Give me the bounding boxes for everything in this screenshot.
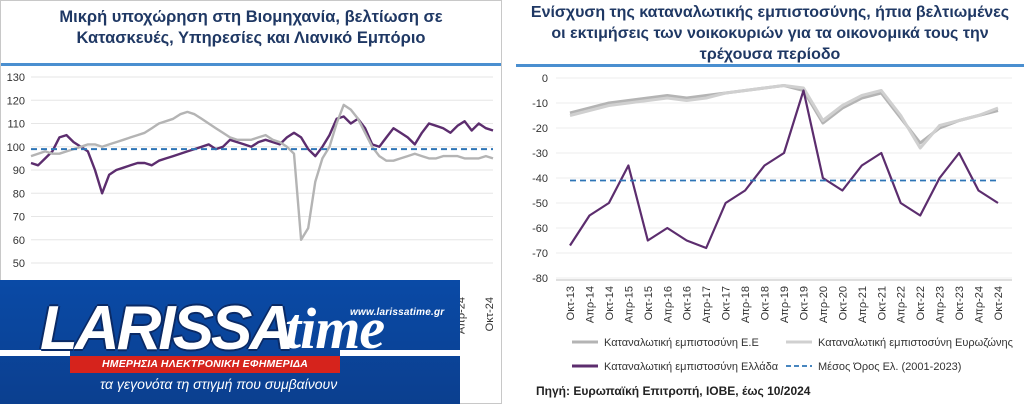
right-x-tick-label: Απρ-23 <box>935 286 947 323</box>
right-x-tick-label: Απρ-15 <box>623 286 635 323</box>
right-chart-panel: Ενίσχυση της καταναλωτικής εμπιστοσύνης,… <box>516 0 1024 404</box>
right-x-tick-label: Οκτ-21 <box>876 286 888 320</box>
right-y-tick-label: -80 <box>532 273 548 285</box>
right-y-tick-label: -30 <box>532 148 548 160</box>
left-y-tick-label: 70 <box>13 212 25 224</box>
right-x-tick-label: Απρ-22 <box>896 286 908 323</box>
legend-label-3: Μέσος Όρος Ελ. (2001-2023) <box>818 361 961 373</box>
right-series-line-2 <box>569 89 999 250</box>
right-x-tick-label: Απρ-21 <box>857 286 869 323</box>
left-y-tick-label: 90 <box>13 165 25 177</box>
right-x-tick-label: Οκτ-13 <box>565 286 577 320</box>
right-x-tick-label: Απρ-20 <box>818 286 830 323</box>
right-x-tick-label: Απρ-14 <box>584 286 596 323</box>
right-x-tick-label: Απρ-18 <box>740 286 752 323</box>
right-x-tick-label: Απρ-19 <box>779 286 791 323</box>
left-title-rule <box>1 63 501 66</box>
legend-label-2: Καταναλωτική εμπιστοσύνη Ελλάδα <box>604 361 779 373</box>
right-x-tick-label: Οκτ-14 <box>604 286 616 320</box>
right-x-tick-label: Απρ-24 <box>974 286 986 323</box>
source-note: Πηγή: Ευρωπαϊκή Επιτροπή, ΙΟΒΕ, έως 10/2… <box>536 384 811 398</box>
larissatime-logo: LARISSA time www.larissatime.gr ΗΜΕΡΗΣΙΑ… <box>0 280 460 404</box>
logo-wordmark: LARISSA <box>40 294 294 363</box>
left-x-tick-label: Οκτ-24 <box>484 297 496 331</box>
logo-red-band: ΗΜΕΡΗΣΙΑ ΗΛΕΚΤΡΟΝΙΚΗ ΕΦΗΜΕΡΙΔΑ <box>70 356 340 373</box>
right-x-tick-label: Οκτ-19 <box>798 286 810 320</box>
legend-label-1: Καταναλωτική εμπιστοσύνη Ευρωζώνης <box>818 337 1013 349</box>
logo-stripe-right <box>340 350 460 356</box>
right-y-tick-label: -10 <box>532 98 548 110</box>
left-y-tick-label: 130 <box>7 72 25 84</box>
logo-time-word: time <box>285 296 385 361</box>
right-x-tick-label: Οκτ-23 <box>954 286 966 320</box>
right-y-tick-label: -20 <box>532 123 548 135</box>
right-x-tick-label: Απρ-17 <box>701 286 713 323</box>
left-series-line-0 <box>30 115 494 195</box>
right-y-tick-label: -60 <box>532 223 548 235</box>
left-y-tick-label: 60 <box>13 235 25 247</box>
legend-label-0: Καταναλωτική εμπιστοσύνη Ε.Ε <box>604 337 759 349</box>
right-series-line-1 <box>569 84 999 150</box>
logo-slogan: τα γεγονότα τη στιγμή που συμβαίνουν <box>100 376 338 392</box>
right-chart-svg: 0 -10 -20 -30 -40 -50 -60 -70 -80 Οκτ-13 Απρ-14 Οκτ… <box>532 73 1013 373</box>
left-y-tick-label: 80 <box>13 188 25 200</box>
left-y-tick-label: 120 <box>7 95 25 107</box>
logo-band-text: ΗΜΕΡΗΣΙΑ ΗΛΕΚΤΡΟΝΙΚΗ ΕΦΗΜΕΡΙΔΑ <box>101 358 308 370</box>
right-y-tick-label: -70 <box>532 248 548 260</box>
right-x-tick-label: Οκτ-18 <box>760 286 772 320</box>
right-x-tick-label: Οκτ-22 <box>915 286 927 320</box>
left-chart-title: Μικρή υποχώρηση στη Βιομηχανία, βελτίωση… <box>59 8 443 47</box>
left-y-tick-label: 50 <box>13 258 25 270</box>
right-x-tick-label: Απρ-16 <box>662 286 674 323</box>
right-x-tick-label: Οκτ-20 <box>837 286 849 320</box>
right-x-tick-label: Οκτ-15 <box>643 286 655 320</box>
left-y-tick-label: 110 <box>7 119 25 131</box>
left-series-line-1 <box>30 103 494 242</box>
logo-url: www.larissatime.gr <box>350 307 445 318</box>
right-y-tick-label: 0 <box>542 73 548 85</box>
right-x-tick-label: Οκτ-24 <box>993 286 1005 320</box>
logo-stripe-left <box>0 350 70 356</box>
right-y-tick-label: -50 <box>532 198 548 210</box>
right-x-tick-label: Οκτ-16 <box>682 286 694 320</box>
left-y-tick-label: 100 <box>7 142 25 154</box>
right-chart-title: Ενίσχυση της καταναλωτικής εμπιστοσύνης,… <box>530 4 1010 63</box>
right-y-tick-label: -40 <box>532 173 548 185</box>
right-title-rule <box>516 64 1024 67</box>
right-x-tick-label: Οκτ-17 <box>721 286 733 320</box>
